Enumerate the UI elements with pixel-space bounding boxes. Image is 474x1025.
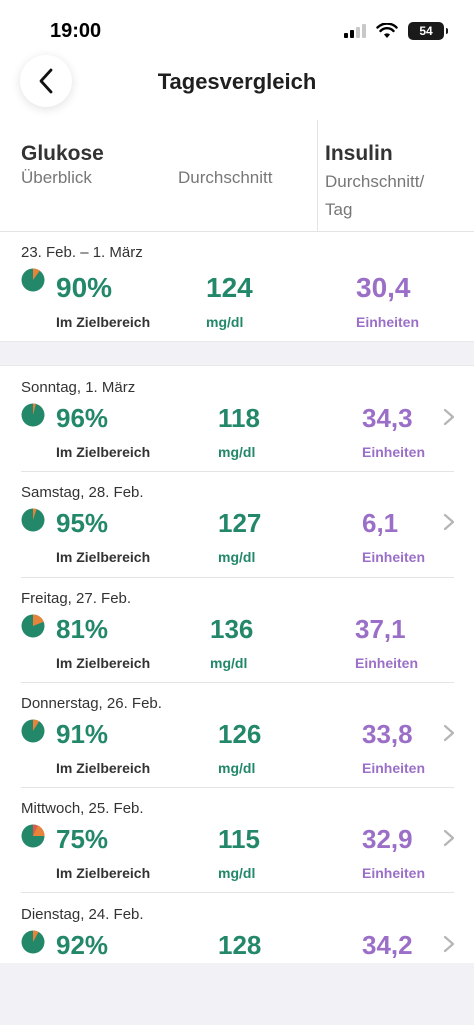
day-row[interactable]: Donnerstag, 26. Feb. 91% Im Zielbereich 126… [0,682,474,789]
time-in-range-pie-icon [21,719,45,743]
summary-insulin: 30,4 [356,272,411,303]
day-insulin: 33,8 [362,718,413,749]
section-separator [0,341,474,366]
time-in-range-pie-icon [21,403,45,427]
chevron-right-icon[interactable] [442,828,456,848]
day-average-glucose: 128 [218,929,262,960]
bottom-background [0,963,474,1025]
row-divider [21,892,454,894]
summary-average-unit: mg/dl [206,314,244,330]
day-date: Dienstag, 24. Feb. [21,905,144,923]
day-in-range-percent: 81% [56,613,109,644]
day-date: Donnerstag, 26. Feb. [21,694,162,712]
status-bar: 19:00 54 [0,0,474,62]
insulin-subheading: Durchschnitt/ Tag [325,172,425,219]
summary-average-glucose: 124 [206,272,253,303]
day-date: Mittwoch, 25. Feb. [21,800,144,818]
day-average-glucose: 126 [218,718,262,749]
day-in-range-percent: 95% [56,508,109,539]
day-date: Samstag, 28. Feb. [21,484,144,502]
day-row[interactable]: Mittwoch, 25. Feb. 75% Im Zielbereich 115 mg… [0,788,474,894]
day-average-unit: mg/dl [218,865,256,882]
day-row[interactable]: Dienstag, 24. Feb. 92% 128 34,2 [0,893,474,963]
day-average-unit: mg/dl [218,444,256,460]
day-in-range-label: Im Zielbereich [56,549,151,566]
day-average-glucose: 118 [218,403,260,433]
day-average-unit: mg/dl [210,654,248,671]
glukose-heading: Glukose [21,142,104,165]
cellular-signal-icon [344,24,366,38]
chevron-left-icon [39,68,53,94]
time-in-range-pie-icon [21,268,45,292]
day-insulin-unit: Einheiten [355,654,419,671]
summary-range: 23. Feb. – 1. März [21,244,143,261]
status-time: 19:00 [50,20,102,42]
chevron-right-icon[interactable] [442,512,456,532]
battery-icon: 54 [408,22,448,40]
row-divider [21,681,454,683]
day-insulin: 34,2 [362,929,413,960]
day-average-glucose: 115 [218,824,260,855]
day-in-range-percent: 92% [56,929,109,960]
column-header: Glukose Überblick Durchschnitt Insulin D… [0,120,474,232]
row-divider [21,787,454,789]
day-row[interactable]: Freitag, 27. Feb. 81% Im Zielbereich 136 mg/… [0,577,474,683]
chevron-right-icon[interactable] [442,407,456,427]
time-in-range-pie-icon [21,614,45,638]
ueberblick-subheading: Überblick [21,168,92,187]
time-in-range-pie-icon [21,508,45,532]
insulin-heading: Insulin [325,142,393,165]
day-in-range-label: Im Zielbereich [56,654,151,671]
row-divider [21,471,454,473]
day-in-range-percent: 75% [56,824,109,855]
back-button[interactable] [20,55,72,107]
day-average-unit: mg/dl [218,759,256,776]
summary-in-range-label: Im Zielbereich [56,314,151,330]
day-insulin: 34,3 [362,403,413,433]
row-divider [21,576,454,578]
day-in-range-label: Im Zielbereich [56,865,151,882]
day-average-glucose: 127 [218,508,262,539]
day-insulin-unit: Einheiten [362,444,426,460]
day-in-range-percent: 91% [56,718,109,749]
day-insulin-unit: Einheiten [362,759,426,776]
day-date: Sonntag, 1. März [21,379,136,396]
day-row[interactable]: Samstag, 28. Feb. 95% Im Zielbereich 127 mg/… [0,472,474,578]
chevron-right-icon[interactable] [442,934,456,954]
day-insulin-unit: Einheiten [362,549,426,566]
summary-in-range-percent: 90% [56,272,113,303]
column-divider [317,120,318,232]
nav-bar: Tagesvergleich [0,55,474,115]
day-insulin-unit: Einheiten [362,865,426,882]
day-insulin: 32,9 [362,824,413,855]
day-average-glucose: 136 [210,613,254,644]
day-insulin: 6,1 [362,508,399,539]
chevron-right-icon[interactable] [442,723,456,743]
wifi-icon [376,23,398,38]
time-in-range-pie-icon [21,930,45,953]
summary-insulin-unit: Einheiten [356,314,420,330]
time-in-range-pie-icon [21,824,45,848]
day-row[interactable]: Sonntag, 1. März 96% Im Zielbereich 118 mg/d… [0,367,474,473]
day-average-unit: mg/dl [218,549,256,566]
day-insulin: 37,1 [355,613,406,644]
day-date: Freitag, 27. Feb. [21,589,132,607]
day-in-range-label: Im Zielbereich [56,444,151,460]
day-in-range-percent: 96% [56,403,109,433]
summary-row: 23. Feb. – 1. März 90% Im Zielbereich 12… [0,232,474,341]
durchschnitt-subheading: Durchschnitt [178,168,273,187]
status-icons: 54 [344,22,448,40]
day-in-range-label: Im Zielbereich [56,759,151,776]
page-title: Tagesvergleich [157,69,317,94]
